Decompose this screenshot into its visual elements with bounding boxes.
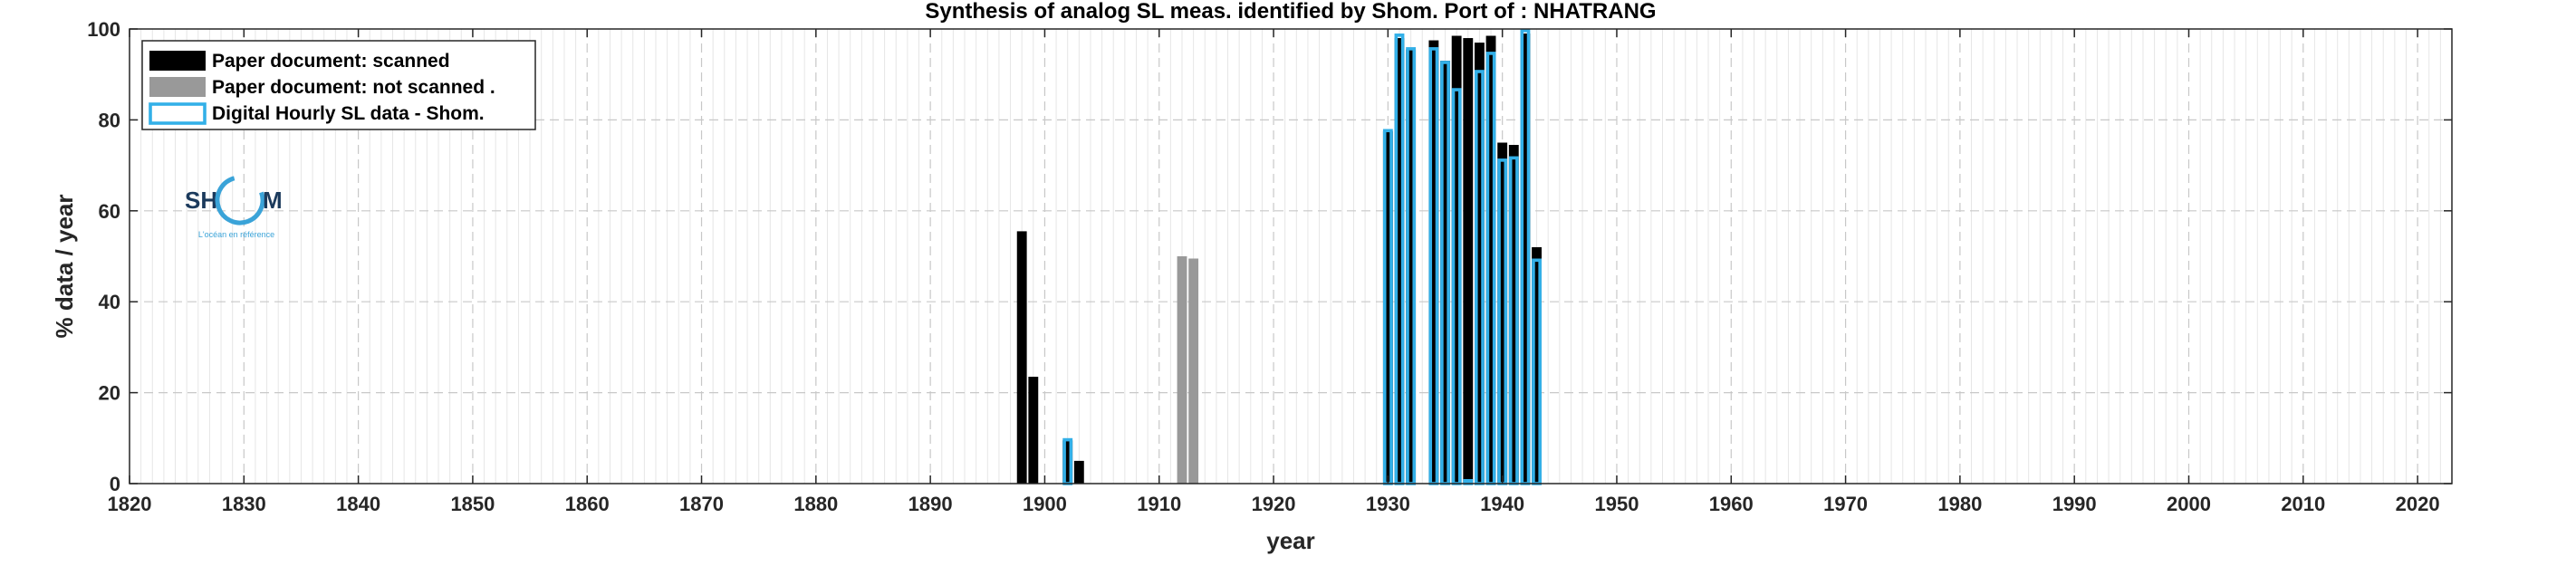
legend-swatch-digital (149, 102, 207, 125)
bar-scanned (1016, 231, 1027, 484)
legend-label-not-scanned: Paper document: not scanned . (212, 77, 495, 98)
y-tick-label: 60 (99, 200, 120, 223)
y-tick-label: 20 (99, 382, 120, 405)
x-tick-label: 1880 (793, 493, 838, 515)
x-tick-label: 2000 (2167, 493, 2211, 515)
x-tick-label: 2010 (2281, 493, 2325, 515)
shom-logo-icon: SH M L'océan en référence (185, 175, 283, 239)
bar-scanned (1474, 43, 1485, 484)
y-tick-label: 0 (110, 473, 120, 495)
x-tick-label: 1930 (1366, 493, 1410, 515)
legend-label-digital: Digital Hourly SL data - Shom. (212, 103, 485, 124)
bar-scanned (1062, 440, 1073, 484)
logo-tagline: L'océan en référence (198, 230, 274, 239)
x-tick-label: 1900 (1023, 493, 1067, 515)
y-tick-label: 80 (99, 109, 120, 131)
x-tick-label: 1950 (1594, 493, 1639, 515)
bar-scanned (1508, 145, 1519, 484)
bar-scanned (1428, 40, 1439, 484)
x-tick-label: 1870 (679, 493, 724, 515)
bar-scanned (1463, 38, 1474, 484)
x-tick-label: 1830 (222, 493, 266, 515)
logo-ring (215, 175, 265, 225)
logo-text-left: SH (185, 187, 217, 214)
x-tick-label: 1990 (2052, 493, 2097, 515)
legend-box (141, 40, 536, 130)
y-tick-label: 40 (99, 291, 120, 313)
legend-swatch-scanned (149, 51, 206, 71)
y-tick-label: 100 (87, 18, 120, 41)
x-tick-label: 1920 (1252, 493, 1296, 515)
x-tick-label: 1940 (1480, 493, 1524, 515)
bar-not-scanned (1177, 256, 1187, 484)
x-tick-label: 1820 (108, 493, 152, 515)
y-axis-label: % data / year (51, 195, 78, 339)
bar-scanned (1451, 35, 1462, 484)
bar-scanned (1440, 61, 1450, 484)
grid (130, 29, 2452, 484)
x-tick-label: 1860 (565, 493, 610, 515)
x-axis-label: year (1266, 527, 1315, 554)
x-tick-label: 1890 (908, 493, 953, 515)
bar-scanned (1073, 460, 1084, 484)
bar-not-scanned (1188, 258, 1199, 484)
x-tick-label: 1980 (1937, 493, 1982, 515)
legend: Paper document: scanned Paper document: … (141, 40, 536, 130)
plot-frame (129, 28, 2453, 484)
chart-title: Synthesis of analog SL meas. identified … (925, 0, 1656, 24)
bar-scanned (1028, 377, 1039, 484)
bar-scanned (1520, 34, 1531, 484)
x-tick-label: 1960 (1709, 493, 1754, 515)
x-tick-label: 1910 (1137, 493, 1181, 515)
axis-ticks: 1820 1830 1840 1850 1860 1870 1880 1890 1900 1910… (87, 18, 2452, 515)
bar-scanned (1485, 35, 1496, 484)
x-tick-label: 2020 (2396, 493, 2440, 515)
bar-scanned (1406, 49, 1417, 484)
bar-scanned (1532, 246, 1542, 484)
bar-scanned (1382, 130, 1393, 484)
bar-scanned (1497, 142, 1508, 484)
logo-text-right: M (263, 187, 283, 214)
bar-scanned (1394, 38, 1405, 484)
x-tick-label: 1970 (1823, 493, 1868, 515)
legend-label-scanned: Paper document: scanned (212, 51, 450, 72)
x-tick-label: 1840 (336, 493, 380, 515)
legend-swatch-not-scanned (149, 77, 206, 97)
x-tick-label: 1850 (450, 493, 495, 515)
